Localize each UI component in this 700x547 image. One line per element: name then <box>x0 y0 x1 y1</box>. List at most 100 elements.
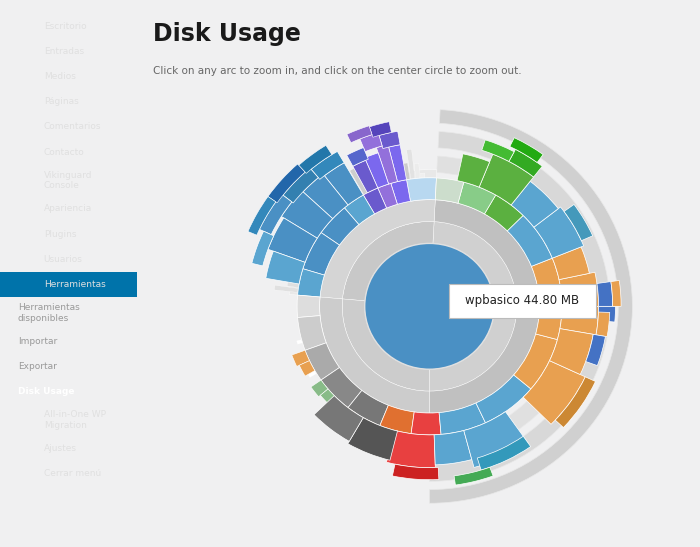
Wedge shape <box>297 350 307 357</box>
Wedge shape <box>321 389 336 404</box>
Wedge shape <box>477 437 531 470</box>
Wedge shape <box>364 183 372 193</box>
Wedge shape <box>411 412 441 435</box>
Wedge shape <box>403 433 410 451</box>
Wedge shape <box>312 218 326 230</box>
Wedge shape <box>316 380 323 386</box>
Wedge shape <box>391 160 400 182</box>
Wedge shape <box>564 205 593 241</box>
Wedge shape <box>434 430 472 465</box>
Wedge shape <box>321 208 359 245</box>
Wedge shape <box>314 213 329 226</box>
Wedge shape <box>534 207 584 258</box>
Wedge shape <box>430 131 610 481</box>
Wedge shape <box>305 226 320 238</box>
Wedge shape <box>289 170 437 295</box>
Wedge shape <box>393 464 439 480</box>
Text: Medios: Medios <box>43 72 76 81</box>
Text: Disk Usage: Disk Usage <box>18 387 74 396</box>
Wedge shape <box>430 109 632 503</box>
Wedge shape <box>300 236 314 246</box>
Wedge shape <box>461 430 469 445</box>
Wedge shape <box>430 222 517 391</box>
Wedge shape <box>552 247 589 280</box>
Wedge shape <box>347 126 372 143</box>
Wedge shape <box>305 343 340 380</box>
Wedge shape <box>439 403 486 434</box>
Wedge shape <box>344 195 374 225</box>
Wedge shape <box>379 131 400 149</box>
Text: Apariencia: Apariencia <box>43 205 92 213</box>
Text: Herramientas
disponibles: Herramientas disponibles <box>18 303 80 323</box>
Wedge shape <box>350 168 368 195</box>
Wedge shape <box>434 435 438 442</box>
Wedge shape <box>402 163 410 180</box>
Wedge shape <box>300 259 306 264</box>
Wedge shape <box>479 154 533 205</box>
Wedge shape <box>379 177 386 187</box>
Wedge shape <box>298 269 324 297</box>
Text: Exportar: Exportar <box>18 362 57 371</box>
Text: Entradas: Entradas <box>43 47 84 56</box>
Wedge shape <box>350 181 363 197</box>
Wedge shape <box>342 299 430 391</box>
Wedge shape <box>387 170 395 183</box>
Wedge shape <box>356 418 376 437</box>
Wedge shape <box>346 148 368 166</box>
Text: wpbasico 44.80 MB: wpbasico 44.80 MB <box>466 294 580 307</box>
Text: Click on any arc to zoom in, and click on the center circle to zoom out.: Click on any arc to zoom in, and click o… <box>153 66 522 75</box>
Wedge shape <box>338 408 351 422</box>
Wedge shape <box>363 188 386 214</box>
Wedge shape <box>389 145 407 182</box>
Wedge shape <box>349 413 358 424</box>
Wedge shape <box>364 171 377 190</box>
Wedge shape <box>323 191 343 212</box>
FancyBboxPatch shape <box>449 284 596 318</box>
Wedge shape <box>464 412 528 468</box>
Wedge shape <box>424 435 428 452</box>
Wedge shape <box>380 405 414 434</box>
Wedge shape <box>560 306 598 335</box>
Wedge shape <box>514 334 557 389</box>
Wedge shape <box>320 297 430 413</box>
Wedge shape <box>284 259 304 269</box>
Wedge shape <box>391 180 410 205</box>
Polygon shape <box>127 275 136 294</box>
Wedge shape <box>298 316 326 350</box>
Wedge shape <box>360 133 382 152</box>
Wedge shape <box>335 196 346 208</box>
Wedge shape <box>297 228 317 242</box>
Wedge shape <box>272 261 302 274</box>
Wedge shape <box>430 156 584 457</box>
Wedge shape <box>523 360 585 424</box>
Wedge shape <box>598 306 615 322</box>
Wedge shape <box>330 402 344 416</box>
Wedge shape <box>348 418 398 460</box>
Wedge shape <box>508 216 552 266</box>
Wedge shape <box>248 196 276 235</box>
Wedge shape <box>323 199 339 215</box>
Wedge shape <box>279 245 308 260</box>
Wedge shape <box>365 422 374 438</box>
Wedge shape <box>358 418 366 428</box>
Wedge shape <box>333 405 356 427</box>
Wedge shape <box>281 191 332 238</box>
Wedge shape <box>321 205 335 219</box>
Wedge shape <box>346 194 355 202</box>
Wedge shape <box>386 430 435 468</box>
Wedge shape <box>457 154 490 187</box>
Wedge shape <box>348 391 388 426</box>
Wedge shape <box>555 377 596 428</box>
Wedge shape <box>273 274 300 283</box>
Wedge shape <box>531 258 562 306</box>
Text: Importar: Importar <box>18 337 57 346</box>
Wedge shape <box>415 434 419 438</box>
Wedge shape <box>300 360 315 376</box>
Wedge shape <box>536 306 562 340</box>
Wedge shape <box>596 312 610 337</box>
Text: Páginas: Páginas <box>43 97 78 106</box>
Circle shape <box>365 243 494 369</box>
Wedge shape <box>373 426 383 443</box>
Wedge shape <box>550 329 593 375</box>
Wedge shape <box>297 340 302 344</box>
